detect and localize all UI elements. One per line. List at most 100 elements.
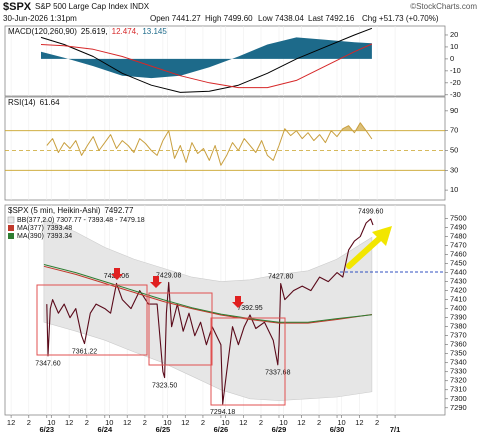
y-tick-label: 10 [450,185,458,194]
annotation-shapes [36,226,445,406]
legend-name: MA(390) [17,233,44,240]
highlight-box [148,292,213,366]
series-line [40,43,373,89]
title-value: 7492.77 [104,206,133,215]
x-time-label: 10 [163,418,171,427]
y-tick-label: 70 [450,126,458,135]
yellow-arrowhead [372,226,392,246]
price-label: 7323.50 [152,382,177,389]
title-value: 61.64 [40,98,61,107]
legend-entry: MA(390) 7393.34 [17,233,72,240]
title-value: 12.474, [112,27,139,36]
legend-value: 7393.48 [47,225,72,232]
y-tick-label: 0 [450,54,454,63]
change: Chg +51.73 (+0.70%) [362,14,439,23]
panel: 20 10 0 -10 -20 -30 MACD(120,260,90) 25.619, 12.… [4,25,461,99]
y-tick-label: -30 [450,90,461,99]
yellow-arrow [346,235,383,269]
legend-swatch [7,216,15,224]
last: Last 7492.16 [308,14,355,23]
symbol: $SPX [3,1,32,13]
series-line [46,122,373,166]
bollinger-band [43,218,373,401]
x-time-label: 2 [259,418,263,427]
price-label: 7337.68 [265,370,290,377]
x-time-label: 2 [375,418,379,427]
title-value: 25.619, [81,27,108,36]
x-time-label: 12 [181,418,189,427]
y-tick-label: 7450 [450,259,467,268]
x-time-label: 10 [221,418,229,427]
y-tick-label: -10 [450,66,461,75]
y-tick-label: 7300 [450,394,467,403]
price-label: 7499.60 [358,209,383,216]
y-tick-label: 7370 [450,331,467,340]
highlight-box [36,284,148,356]
panel-title: RSI(14) 61.64 [8,98,60,107]
series-line [46,218,374,405]
x-date-label: 6/30 [330,425,345,434]
histogram-area [41,37,372,79]
y-tick-label: 30 [450,165,458,174]
x-time-label: 2 [317,418,321,427]
y-tick-label: 7360 [450,340,467,349]
title-text: RSI(14) [8,98,36,107]
price-label: 7361.22 [72,348,97,355]
y-tick-label: 7460 [450,250,467,259]
source: ©StockCharts.com [410,2,477,11]
price-label: 7392.95 [237,305,262,312]
y-tick-label: -20 [450,78,461,87]
panel: 7500749074807470746074507440743074207410… [4,204,467,434]
x-time-label: 12 [65,418,73,427]
x-time-label: 12 [297,418,305,427]
index-name: S&P 500 Large Cap Index INDX [35,2,150,11]
x-time-label: 10 [105,418,113,427]
legend-value: 7393.34 [47,233,72,240]
x-time-label: 10 [47,418,55,427]
panel-frame [4,96,446,201]
y-tick-label: 7410 [450,295,467,304]
price-label: 7427.80 [268,273,293,280]
y-tick-label: 7380 [450,322,467,331]
y-tick-label: 7340 [450,358,467,367]
y-tick-label: 7350 [450,349,467,358]
x-date-label: 6/29 [272,425,287,434]
x-time-label: 12 [7,418,15,427]
y-tick-label: 7330 [450,367,467,376]
legend-entry: BB(377,2.0) 7307.77 - 7393.48 - 7479.18 [17,217,145,224]
x-date-label: 7/1 [390,425,400,434]
x-date-label: 6/26 [214,425,229,434]
date: 30-Jun-2026 1:31pm [3,14,77,23]
red-arrow [150,276,162,288]
x-time-label: 2 [201,418,205,427]
y-tick-label: 20 [450,30,458,39]
y-tick-label: 7440 [450,268,467,277]
red-arrow [232,296,244,308]
plot-area [40,27,373,93]
y-tick-label: 7290 [450,403,467,412]
low: Low 7438.04 [258,14,304,23]
series-line [43,265,372,324]
price-label: 7294.18 [210,409,235,416]
series-line [40,27,373,93]
panels: 20 10 0 -10 -20 -30 MACD(120,260,90) 25.619, 12.… [4,25,467,434]
y-tick-label: 7430 [450,277,467,286]
title-text: $SPX (5 min, Heikin-Ashi) [8,206,101,215]
y-tick-label: 7310 [450,385,467,394]
x-time-label: 10 [337,418,345,427]
y-tick-label: 7320 [450,376,467,385]
legend-entry: MA(377) 7393.48 [17,225,72,232]
x-time-label: 12 [239,418,247,427]
plot-area [43,218,374,405]
panel: 90 70 50 30 10 RSI(14) 61.64 [4,96,458,201]
x-time-label: 12 [123,418,131,427]
y-tick-label: 90 [450,106,458,115]
x-date-label: 6/25 [156,425,171,434]
legend-swatch [8,233,14,239]
title-text: MACD(120,260,90) [8,27,77,36]
legend-swatch [8,225,14,231]
y-tick-label: 7500 [450,214,467,223]
y-tick-label: 7420 [450,286,467,295]
x-time-label: 12 [355,418,363,427]
y-tick-label: 7480 [450,232,467,241]
